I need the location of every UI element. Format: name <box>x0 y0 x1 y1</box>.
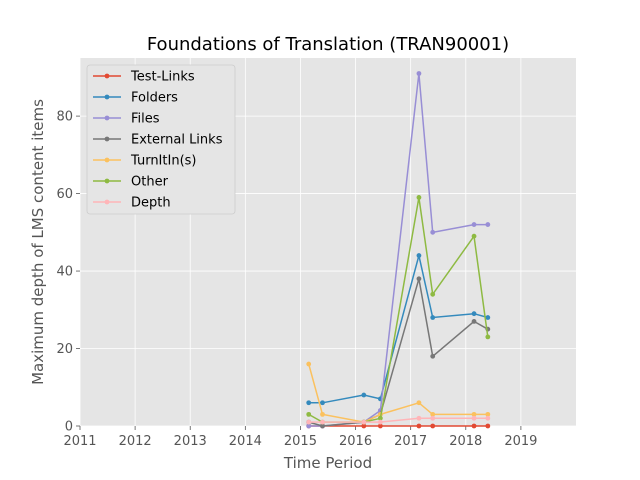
data-point <box>471 423 477 429</box>
x-tick-label: 2015 <box>284 434 317 449</box>
data-point <box>485 415 491 421</box>
y-tick-label: 20 <box>56 342 73 357</box>
legend-label: TurnItIn(s) <box>130 154 196 169</box>
legend-box <box>86 64 236 215</box>
data-point <box>361 392 367 398</box>
data-point <box>471 415 477 421</box>
data-point <box>471 233 477 239</box>
series-layer <box>306 71 491 429</box>
legend-label: Test-Links <box>130 70 195 85</box>
x-tick-label: 2018 <box>449 434 482 449</box>
data-point <box>306 361 312 367</box>
data-point <box>430 415 436 421</box>
data-point <box>377 423 383 429</box>
legend-marker <box>104 115 110 121</box>
data-point <box>306 423 312 429</box>
x-tick-label: 2019 <box>504 434 537 449</box>
data-point <box>416 71 422 76</box>
legend: Test-Links Folders Files External Links Turn… <box>86 64 236 215</box>
data-point <box>306 419 312 425</box>
series-line <box>308 255 488 404</box>
data-point <box>471 311 477 317</box>
data-point <box>306 411 312 417</box>
legend-item: Other <box>93 175 169 190</box>
legend-marker <box>104 136 110 142</box>
data-point <box>430 229 436 235</box>
legend-marker <box>104 94 110 100</box>
chart-title: Foundations of Translation (TRAN90001) <box>147 34 509 55</box>
data-point <box>430 291 436 297</box>
data-point <box>416 415 422 421</box>
series-depth <box>306 415 491 425</box>
data-point <box>485 222 491 227</box>
legend-marker <box>104 178 110 184</box>
y-tick-label: 60 <box>56 187 73 202</box>
series-line <box>308 278 489 427</box>
data-point <box>430 411 436 417</box>
x-axis-title: Time Period <box>283 454 372 472</box>
data-point <box>320 400 325 406</box>
data-point <box>320 419 325 425</box>
y-axis-ticks: 0 20 40 60 80 <box>56 110 80 435</box>
data-point <box>485 334 491 340</box>
legend-label: Folders <box>131 91 178 106</box>
data-point <box>430 423 436 429</box>
y-axis-title: Maximum depth of LMS content items <box>29 99 47 385</box>
x-axis-ticks: 2011 2012 2013 2014 2015 2016 2017 2018 2019 <box>63 426 537 449</box>
legend-item: Folders <box>93 91 178 106</box>
legend-label: Files <box>131 112 160 127</box>
x-tick-label: 2011 <box>63 434 96 449</box>
data-point <box>306 400 312 406</box>
x-tick-label: 2014 <box>229 434 262 449</box>
x-tick-label: 2013 <box>174 434 207 449</box>
data-point <box>430 353 436 359</box>
data-point <box>430 315 436 320</box>
data-point <box>416 195 422 200</box>
data-point <box>361 423 367 429</box>
y-tick-label: 80 <box>56 110 73 125</box>
series-folders <box>306 253 491 406</box>
data-point <box>485 423 491 429</box>
legend-item: Depth <box>93 196 171 211</box>
data-point <box>377 419 383 425</box>
series-external-links <box>306 276 491 429</box>
legend-item: Files <box>93 112 160 127</box>
y-tick-label: 0 <box>65 420 73 435</box>
legend-label: External Links <box>131 133 223 148</box>
legend-marker <box>104 157 110 163</box>
legend-item: External Links <box>93 133 223 148</box>
y-tick-label: 40 <box>56 265 73 280</box>
legend-label: Depth <box>131 196 171 211</box>
legend-marker <box>104 73 110 79</box>
data-point <box>416 253 422 258</box>
data-point <box>416 276 422 282</box>
series-line <box>307 363 488 423</box>
legend-item: Test-Links <box>93 70 195 85</box>
series-line <box>308 417 488 423</box>
data-point <box>416 423 422 429</box>
data-point <box>471 222 477 227</box>
data-point <box>320 411 325 417</box>
x-tick-label: 2016 <box>339 434 372 449</box>
data-point <box>485 411 491 417</box>
x-tick-label: 2017 <box>394 434 427 449</box>
data-point <box>320 423 325 429</box>
legend-item: TurnItIn(s) <box>93 154 196 169</box>
x-tick-label: 2012 <box>119 434 152 449</box>
data-point <box>471 319 477 324</box>
data-point <box>471 411 477 417</box>
data-point <box>377 415 383 421</box>
legend-marker <box>104 199 110 205</box>
data-point <box>361 419 367 425</box>
legend-label: Other <box>131 175 169 190</box>
data-point <box>485 315 491 320</box>
data-point <box>416 400 422 406</box>
